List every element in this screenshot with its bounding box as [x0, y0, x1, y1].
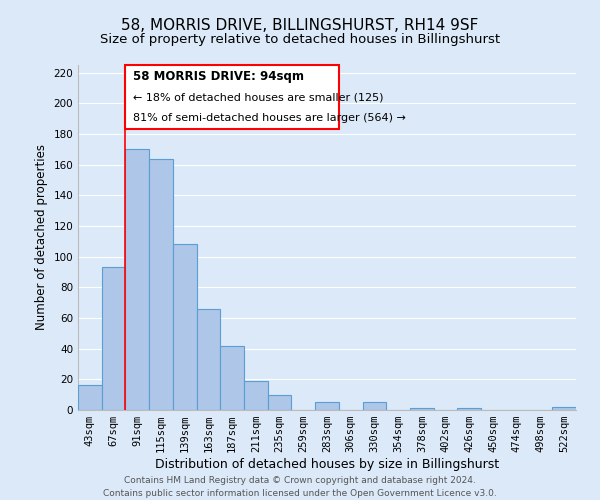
- Text: 81% of semi-detached houses are larger (564) →: 81% of semi-detached houses are larger (…: [133, 114, 406, 124]
- Bar: [410, 408, 434, 410]
- Bar: [315, 402, 339, 410]
- Bar: [220, 346, 244, 410]
- Text: ← 18% of detached houses are smaller (125): ← 18% of detached houses are smaller (12…: [133, 92, 383, 102]
- Text: Size of property relative to detached houses in Billingshurst: Size of property relative to detached ho…: [100, 32, 500, 46]
- Bar: [244, 381, 268, 410]
- Bar: [197, 309, 220, 410]
- Bar: [552, 407, 576, 410]
- Bar: [173, 244, 197, 410]
- Bar: [78, 386, 102, 410]
- Bar: [268, 394, 292, 410]
- Text: 58 MORRIS DRIVE: 94sqm: 58 MORRIS DRIVE: 94sqm: [133, 70, 304, 83]
- X-axis label: Distribution of detached houses by size in Billingshurst: Distribution of detached houses by size …: [155, 458, 499, 471]
- Text: 58, MORRIS DRIVE, BILLINGSHURST, RH14 9SF: 58, MORRIS DRIVE, BILLINGSHURST, RH14 9S…: [121, 18, 479, 32]
- Bar: [149, 158, 173, 410]
- Bar: [362, 402, 386, 410]
- Text: Contains HM Land Registry data © Crown copyright and database right 2024.
Contai: Contains HM Land Registry data © Crown c…: [103, 476, 497, 498]
- Bar: [102, 268, 125, 410]
- Bar: [125, 150, 149, 410]
- FancyBboxPatch shape: [125, 65, 340, 129]
- Y-axis label: Number of detached properties: Number of detached properties: [35, 144, 48, 330]
- Bar: [457, 408, 481, 410]
